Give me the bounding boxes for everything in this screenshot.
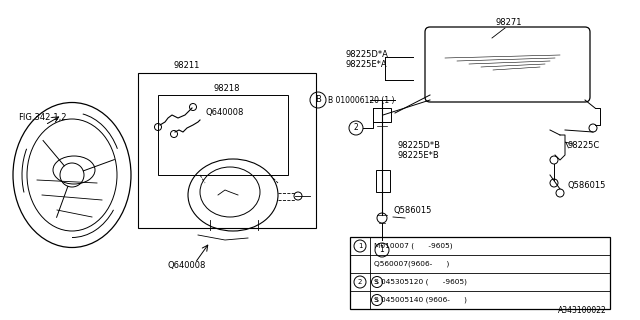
Text: S: S: [375, 298, 379, 302]
Bar: [350, 237, 610, 309]
Text: 98225E*B: 98225E*B: [398, 151, 440, 160]
Text: FIG.342-1,2: FIG.342-1,2: [18, 113, 67, 122]
Text: B: B: [315, 95, 321, 105]
Text: 98225D*B: 98225D*B: [398, 141, 441, 150]
Text: S 045005140 (9606-      ): S 045005140 (9606- ): [374, 297, 467, 303]
Bar: [158, 95, 288, 175]
Text: 98225C: 98225C: [568, 141, 600, 150]
Text: Q560007(9606-      ): Q560007(9606- ): [374, 261, 449, 267]
Bar: [138, 73, 316, 228]
Bar: [373, 108, 391, 122]
Text: Q586015: Q586015: [568, 181, 606, 190]
Text: 2: 2: [354, 124, 358, 132]
Text: S: S: [375, 279, 379, 284]
Text: M010007 (      -9605): M010007 ( -9605): [374, 243, 452, 249]
Text: 98225D*A: 98225D*A: [345, 50, 388, 59]
Text: 2: 2: [358, 279, 362, 285]
Text: Q640008: Q640008: [168, 261, 206, 270]
Text: 1: 1: [380, 245, 385, 254]
Bar: [376, 170, 390, 192]
Text: Q640008: Q640008: [205, 108, 243, 117]
Text: B 010006120 (1 ): B 010006120 (1 ): [328, 95, 394, 105]
Text: 98218: 98218: [213, 84, 239, 93]
Text: 98271: 98271: [495, 18, 522, 27]
Text: 1: 1: [358, 243, 362, 249]
Text: Q586015: Q586015: [393, 206, 431, 215]
Text: 98225E*A: 98225E*A: [345, 60, 387, 69]
Text: 98211: 98211: [173, 61, 200, 70]
Text: S 045305120 (      -9605): S 045305120 ( -9605): [374, 279, 467, 285]
Text: A343100022: A343100022: [558, 306, 607, 315]
